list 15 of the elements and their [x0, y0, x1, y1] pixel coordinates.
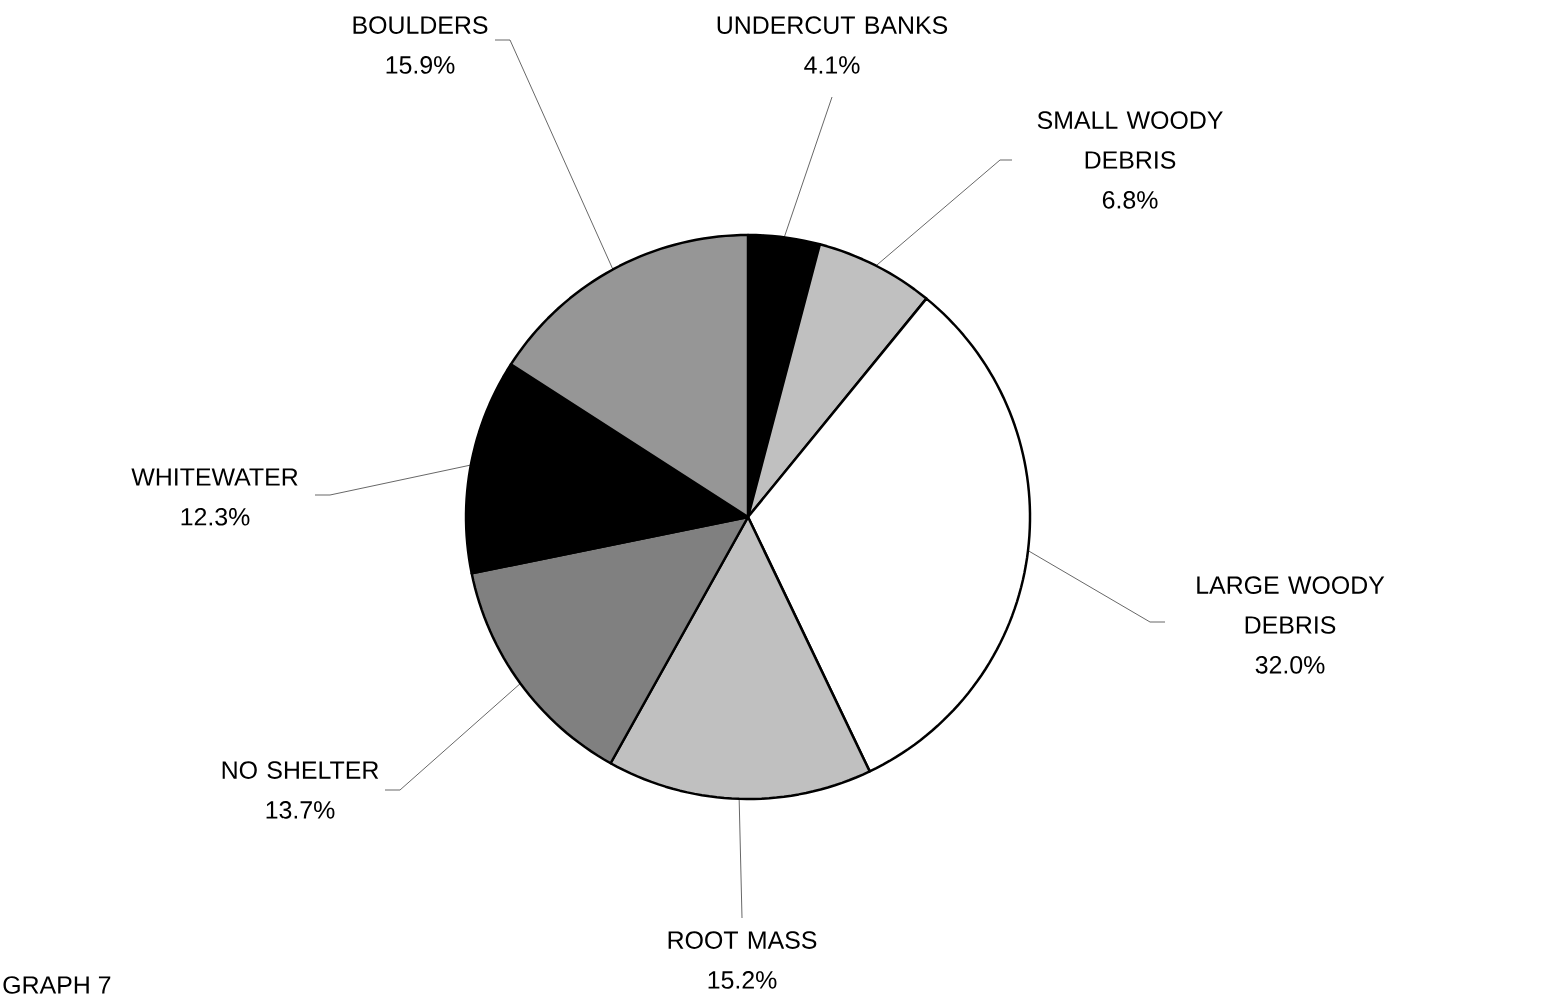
slice-label: BOULDERS — [353, 16, 488, 34]
data-label: 15.9% — [386, 56, 455, 74]
caption: GRAPH 7 — [3, 976, 111, 994]
slice-label: UNDERCUT BANKS — [717, 16, 948, 34]
slice-label: ROOT MASS — [668, 931, 817, 949]
slice-label: WHITEWATER — [131, 468, 298, 486]
data-label: 4.1% — [804, 56, 860, 74]
data-label: 13.7% — [266, 801, 335, 819]
data-label: 12.3% — [181, 507, 250, 526]
data-label: 6.8% — [1102, 191, 1158, 209]
slice-label: SMALL WOODY DEBRIS — [1037, 111, 1223, 169]
data-label: 15.2% — [708, 971, 777, 989]
slice-label: NO SHELTER — [222, 761, 379, 779]
data-label: 32.0% — [1255, 656, 1325, 674]
slice-label: LARGE WOODY DEBRIS — [1197, 576, 1385, 634]
